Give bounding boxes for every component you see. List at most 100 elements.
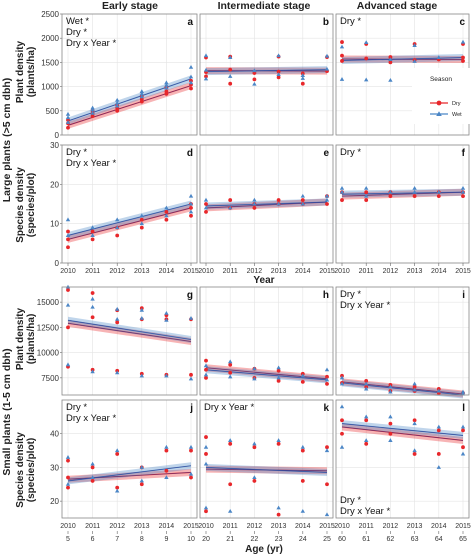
data-point-dry <box>364 442 368 446</box>
data-point-dry <box>115 320 119 324</box>
data-point-dry <box>340 59 344 63</box>
data-point-dry <box>91 479 95 483</box>
x-tick-age-label: 60 <box>338 536 346 543</box>
data-point-dry <box>340 198 344 202</box>
x-tick-year-label: 2014 <box>159 268 175 275</box>
data-point-dry <box>389 61 393 65</box>
data-point-dry <box>364 190 368 194</box>
data-point-dry <box>140 218 144 222</box>
group-label-large-plants: Large plants (>5 cm dbh) <box>1 78 13 203</box>
y-tick-label: 2000 <box>41 34 59 43</box>
data-point-dry <box>115 452 119 456</box>
data-point-dry <box>340 54 344 58</box>
x-tick-year-label: 2011 <box>223 268 238 275</box>
x-tick-year-label: 2015 <box>455 268 471 275</box>
data-point-dry <box>461 445 465 449</box>
legend-dry-marker <box>437 101 442 106</box>
x-tick-year-label: 2010 <box>334 268 350 275</box>
x-tick-year-label: 2010 <box>334 523 350 530</box>
data-point-dry <box>165 449 169 453</box>
x-tick-year-label: 2013 <box>134 268 150 275</box>
panel-annotation: Dry x Year * <box>340 300 390 311</box>
group-label-small-plants: Small plants (1-5 cm dbh) <box>1 348 13 475</box>
data-point-dry <box>364 198 368 202</box>
x-tick-age-label: 22 <box>251 536 259 543</box>
data-point-dry <box>165 469 169 473</box>
data-point-dry <box>189 87 193 91</box>
x-tick-year-label: 2013 <box>407 268 423 275</box>
panel-letter-d: d <box>187 148 193 159</box>
x-tick-age-label: 23 <box>275 536 283 543</box>
data-point-dry <box>437 194 441 198</box>
x-tick-year-label: 2012 <box>247 268 263 275</box>
panel-letter-l: l <box>462 403 465 414</box>
panel-annotation: Wet * <box>66 16 89 27</box>
data-point-dry <box>115 234 119 238</box>
x-tick-year-label: 2010 <box>198 523 214 530</box>
data-point-dry <box>340 418 344 422</box>
data-point-dry <box>301 198 305 202</box>
data-point-dry <box>301 380 305 384</box>
y-tick-label: 20 <box>50 497 59 506</box>
data-point-dry <box>413 452 417 456</box>
data-point-dry <box>204 202 208 206</box>
data-point-dry <box>140 226 144 230</box>
panel-annotation: Dry * <box>340 147 361 158</box>
data-point-dry <box>277 198 281 202</box>
y-tick-label: 2500 <box>41 10 59 19</box>
x-tick-age-label: 10 <box>187 536 195 543</box>
x-tick-year-label: 2010 <box>60 523 76 530</box>
panel-b: b <box>200 14 333 135</box>
data-point-dry <box>66 126 70 130</box>
data-point-dry <box>165 218 169 222</box>
x-tick-year-label: 2012 <box>383 523 399 530</box>
data-point-dry <box>253 77 257 81</box>
row-label-species-density-small-unit: (species/plot) <box>26 438 37 502</box>
panel-letter-k: k <box>323 403 329 414</box>
data-point-dry <box>228 198 232 202</box>
y-tick-label: 500 <box>46 107 60 116</box>
row-label-species-density-small: Species density <box>15 432 26 508</box>
x-tick-year-label: 2010 <box>198 268 214 275</box>
x-tick-year-label: 2014 <box>431 268 447 275</box>
panel-letter-a: a <box>187 17 193 28</box>
data-point-dry <box>389 194 393 198</box>
data-point-dry <box>204 452 208 456</box>
x-tick-year-label: 2011 <box>85 523 100 530</box>
x-tick-age-label: 61 <box>362 536 370 543</box>
panel-annotation: Dry * <box>66 27 87 38</box>
panel-annotation: Dry x Year * <box>204 402 254 413</box>
x-tick-age-label: 63 <box>411 536 419 543</box>
panel-letter-i: i <box>462 290 465 301</box>
data-point-dry <box>66 476 70 480</box>
x-tick-year-label: 2011 <box>85 268 100 275</box>
data-point-dry <box>66 486 70 490</box>
x-tick-year-label: 2014 <box>431 523 447 530</box>
row-label-plant-density-large-unit: (plants/ha) <box>26 47 37 98</box>
data-point-dry <box>189 214 193 218</box>
panel-h: h <box>200 287 333 395</box>
panel-annotation: Dry x Year * <box>340 506 390 517</box>
x-tick-year-label: 2013 <box>134 523 150 530</box>
column-title-advanced: Advanced stage <box>357 0 438 12</box>
x-tick-year-label: 2013 <box>407 523 423 530</box>
data-point-dry <box>461 194 465 198</box>
panel-background <box>336 145 469 263</box>
x-tick-age-label: 9 <box>164 536 168 543</box>
legend: Season Dry Wet <box>412 68 470 124</box>
x-tick-year-label: 2015 <box>183 268 199 275</box>
data-point-dry <box>277 442 281 446</box>
data-point-dry <box>325 202 329 206</box>
data-point-dry <box>228 442 232 446</box>
x-tick-year-label: 2012 <box>109 523 125 530</box>
data-point-dry <box>189 449 193 453</box>
y-tick-label: 30 <box>50 463 59 472</box>
year-axis-title: Year <box>253 275 274 286</box>
data-point-dry <box>189 206 193 210</box>
